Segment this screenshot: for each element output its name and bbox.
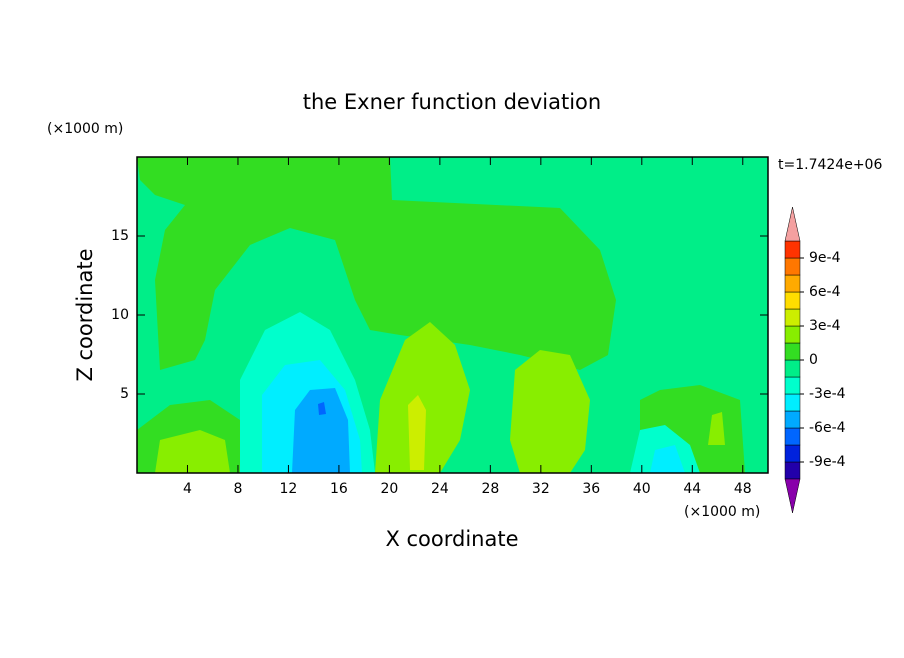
colorbar-box (784, 376, 801, 395)
chart-title: the Exner function deviation (303, 90, 601, 114)
colorbar-label: 0 (809, 352, 818, 368)
colorbar-box (784, 410, 801, 429)
colorbar-box (784, 308, 801, 327)
x-tick-label: 24 (431, 481, 449, 497)
x-tick-label: 20 (380, 481, 398, 497)
contour-region (650, 445, 685, 473)
contour-region (510, 350, 590, 473)
colorbar-box (784, 342, 801, 361)
contour-region (155, 430, 230, 473)
colorbar-box (784, 274, 801, 293)
x-tick-label: 32 (532, 481, 550, 497)
x-tick-label: 40 (633, 481, 651, 497)
x-tick-label: 44 (683, 481, 701, 497)
x-tick-label: 36 (582, 481, 600, 497)
colorbar-box (784, 291, 801, 310)
x-tick-label: 28 (481, 481, 499, 497)
colorbar-label: 9e-4 (809, 250, 841, 266)
contour-region (375, 322, 470, 473)
colorbar-box (784, 325, 801, 344)
x-tick-label: 12 (280, 481, 298, 497)
colorbar-box (784, 461, 801, 480)
colorbar-box (784, 240, 801, 259)
colorbar-box (784, 444, 801, 463)
colorbar-label: -6e-4 (809, 420, 846, 436)
x-axis-label: X coordinate (385, 527, 518, 551)
x-tick-label: 8 (233, 481, 242, 497)
y-axis-label: Z coordinate (73, 248, 97, 381)
colorbar-box (784, 257, 801, 276)
colorbar-under (784, 478, 801, 514)
x-tick-label: 4 (183, 481, 192, 497)
colorbar-label: 3e-4 (809, 318, 841, 334)
x-unit: (×1000 m) (684, 504, 760, 520)
colorbar-label: -3e-4 (809, 386, 846, 402)
colorbar-label: -9e-4 (809, 454, 846, 470)
colorbar-over (784, 206, 801, 242)
contour-region (292, 388, 350, 473)
colorbar-box (784, 427, 801, 446)
colorbar-label: 6e-4 (809, 284, 841, 300)
y-tick-label: 15 (111, 228, 129, 244)
contour-region (318, 402, 326, 415)
colorbar-box (784, 393, 801, 412)
annotation: t=1.7424e+06 (778, 157, 882, 173)
x-tick-label: 16 (330, 481, 348, 497)
colorbar-box (784, 359, 801, 378)
contour-region (708, 412, 725, 445)
y-tick-label: 5 (120, 386, 129, 402)
contour-region (137, 157, 616, 370)
y-unit: (×1000 m) (47, 121, 123, 137)
contour-region (408, 395, 426, 470)
y-tick-label: 10 (111, 307, 129, 323)
x-tick-label: 48 (734, 481, 752, 497)
